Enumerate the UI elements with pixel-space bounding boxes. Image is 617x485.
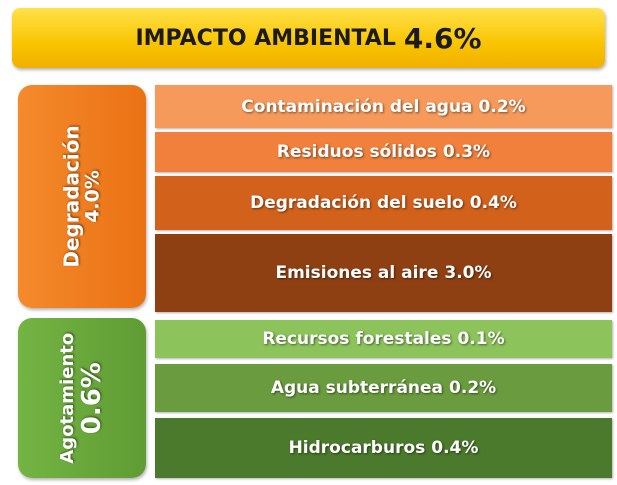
group-name: Degradación xyxy=(59,125,84,268)
item-name: Emisiones al aire xyxy=(275,263,439,283)
group-label: Degradación 4.0% xyxy=(59,125,104,268)
item: Recursos forestales 0.1% xyxy=(155,320,612,358)
item: Contaminación del agua 0.2% xyxy=(155,85,612,128)
item-value: 3.0% xyxy=(444,263,492,283)
item-value: 0.3% xyxy=(442,142,491,162)
item: Residuos sólidos 0.3% xyxy=(155,132,612,172)
group-value: 0.6% xyxy=(76,361,107,435)
header: IMPACTO AMBIENTAL 4.6% xyxy=(12,8,605,68)
item: Emisiones al aire 3.0% xyxy=(155,234,612,312)
group-name: Agotamiento xyxy=(56,332,78,464)
item-name: Residuos sólidos xyxy=(276,142,437,162)
item-name: Hidrocarburos xyxy=(288,438,426,458)
item-name: Agua subterránea xyxy=(270,378,444,398)
item-name: Recursos forestales xyxy=(262,329,452,349)
item: Hidrocarburos 0.4% xyxy=(155,418,612,478)
group-label: Agotamiento 0.6% xyxy=(56,332,107,464)
item-name: Degradación del suelo xyxy=(250,193,464,213)
group-value: 4.0% xyxy=(81,170,104,223)
item-value: 0.2% xyxy=(449,378,497,398)
item-value: 0.4% xyxy=(469,193,517,213)
item-name: Contaminación del agua xyxy=(241,96,473,117)
item-value: 0.2% xyxy=(478,96,526,117)
header-value: 4.6% xyxy=(403,21,482,55)
item: Agua subterránea 0.2% xyxy=(155,364,612,412)
header-title: IMPACTO AMBIENTAL xyxy=(135,25,396,51)
item-value: 0.4% xyxy=(431,438,479,458)
group-box: Agotamiento 0.6% xyxy=(18,318,146,478)
group-box: Degradación 4.0% xyxy=(18,85,146,308)
item-value: 0.1% xyxy=(457,329,505,349)
item: Degradación del suelo 0.4% xyxy=(155,176,612,230)
